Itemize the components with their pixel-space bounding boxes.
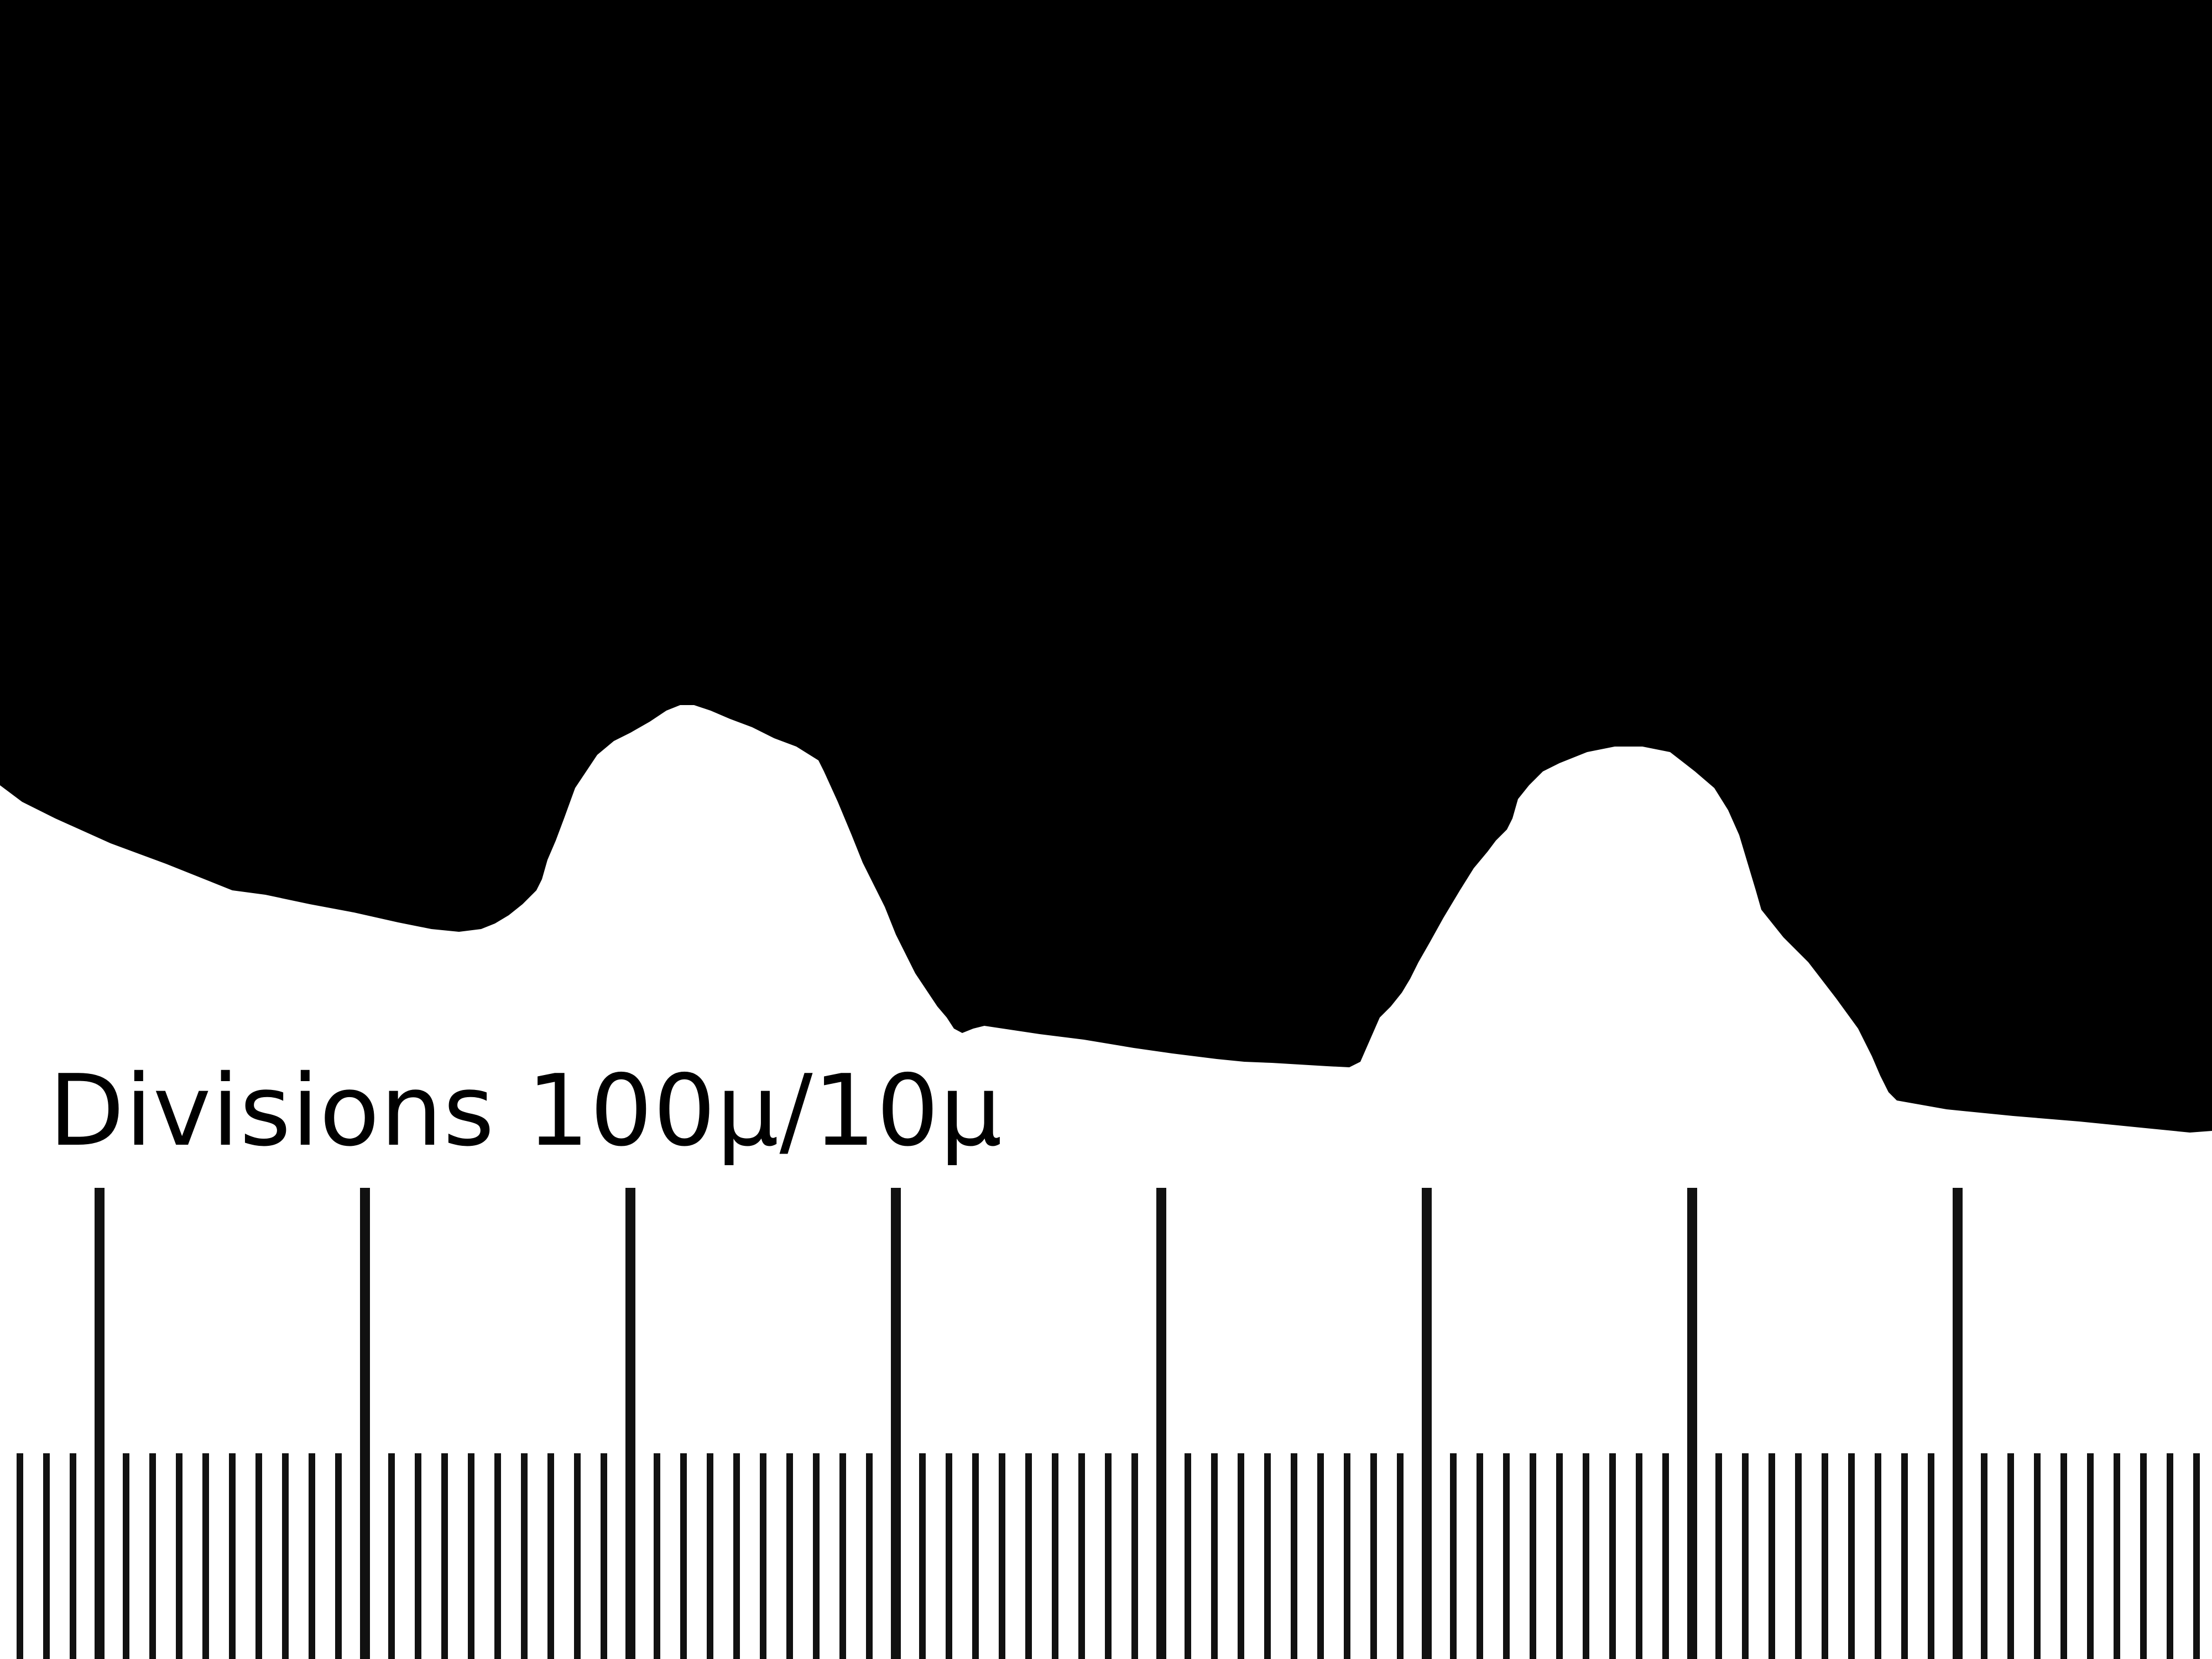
- minor-tick: [282, 1453, 289, 1659]
- minor-tick: [149, 1453, 156, 1659]
- minor-tick: [43, 1453, 50, 1659]
- minor-tick: [1185, 1453, 1191, 1659]
- minor-tick: [1875, 1453, 1881, 1659]
- minor-tick: [547, 1453, 554, 1659]
- minor-tick: [70, 1453, 76, 1659]
- minor-tick: [1822, 1453, 1828, 1659]
- minor-tick: [1609, 1453, 1616, 1659]
- minor-tick: [1583, 1453, 1589, 1659]
- minor-tick: [786, 1453, 793, 1659]
- scale-caption: Divisions 100µ/10µ: [49, 1053, 1003, 1168]
- minor-tick: [1105, 1453, 1112, 1659]
- minor-tick: [2060, 1453, 2067, 1659]
- minor-tick: [680, 1453, 687, 1659]
- minor-tick: [521, 1453, 528, 1659]
- minor-tick: [176, 1453, 182, 1659]
- minor-tick: [1715, 1453, 1722, 1659]
- minor-tick: [1556, 1453, 1563, 1659]
- minor-tick: [2007, 1453, 2014, 1659]
- major-tick: [360, 1188, 370, 1659]
- minor-tick: [229, 1453, 236, 1659]
- minor-tick: [2114, 1453, 2120, 1659]
- minor-tick: [999, 1453, 1005, 1659]
- minor-tick: [601, 1453, 607, 1659]
- minor-tick: [388, 1453, 395, 1659]
- minor-tick: [1742, 1453, 1749, 1659]
- minor-tick: [1450, 1453, 1457, 1659]
- minor-tick: [1928, 1453, 1934, 1659]
- minor-tick: [1477, 1453, 1483, 1659]
- minor-tick: [1636, 1453, 1642, 1659]
- minor-tick: [1901, 1453, 1908, 1659]
- major-tick: [625, 1188, 635, 1659]
- minor-tick: [1768, 1453, 1775, 1659]
- minor-tick: [1530, 1453, 1536, 1659]
- minor-tick: [1503, 1453, 1510, 1659]
- major-tick: [1953, 1188, 1963, 1659]
- minor-tick: [574, 1453, 581, 1659]
- minor-tick: [1981, 1453, 1987, 1659]
- minor-tick: [123, 1453, 129, 1659]
- scale-ruler: [17, 1188, 2200, 1659]
- minor-tick: [1078, 1453, 1085, 1659]
- major-tick: [891, 1188, 901, 1659]
- minor-tick: [2193, 1453, 2200, 1659]
- minor-tick: [1344, 1453, 1350, 1659]
- minor-tick: [972, 1453, 979, 1659]
- minor-tick: [1291, 1453, 1297, 1659]
- major-tick: [95, 1188, 105, 1659]
- minor-tick: [1131, 1453, 1138, 1659]
- minor-tick: [309, 1453, 315, 1659]
- minor-tick: [1397, 1453, 1404, 1659]
- minor-tick: [946, 1453, 952, 1659]
- minor-tick: [707, 1453, 713, 1659]
- minor-tick: [813, 1453, 820, 1659]
- minor-tick: [468, 1453, 474, 1659]
- minor-tick: [2167, 1453, 2173, 1659]
- minor-tick: [654, 1453, 660, 1659]
- minor-tick: [2034, 1453, 2041, 1659]
- minor-tick: [1264, 1453, 1271, 1659]
- minor-tick: [2087, 1453, 2094, 1659]
- minor-tick: [335, 1453, 342, 1659]
- major-tick: [1422, 1188, 1432, 1659]
- minor-tick: [415, 1453, 421, 1659]
- minor-tick: [255, 1453, 262, 1659]
- specimen-fragment: [680, 653, 700, 666]
- major-tick: [1687, 1188, 1697, 1659]
- minor-tick: [1795, 1453, 1802, 1659]
- minor-tick: [1317, 1453, 1324, 1659]
- minor-tick: [494, 1453, 501, 1659]
- minor-tick: [202, 1453, 209, 1659]
- minor-tick: [733, 1453, 740, 1659]
- minor-tick: [2140, 1453, 2147, 1659]
- major-tick: [1156, 1188, 1166, 1659]
- minor-tick: [760, 1453, 766, 1659]
- minor-tick: [1052, 1453, 1058, 1659]
- minor-tick: [1662, 1453, 1669, 1659]
- minor-tick: [17, 1453, 23, 1659]
- minor-tick: [1848, 1453, 1855, 1659]
- minor-tick: [919, 1453, 926, 1659]
- minor-tick: [1370, 1453, 1377, 1659]
- minor-tick: [1211, 1453, 1218, 1659]
- minor-tick: [1025, 1453, 1032, 1659]
- specimen-silhouette: [0, 0, 2212, 1133]
- minor-tick: [866, 1453, 873, 1659]
- minor-tick: [839, 1453, 846, 1659]
- minor-tick: [441, 1453, 448, 1659]
- minor-tick: [1238, 1453, 1244, 1659]
